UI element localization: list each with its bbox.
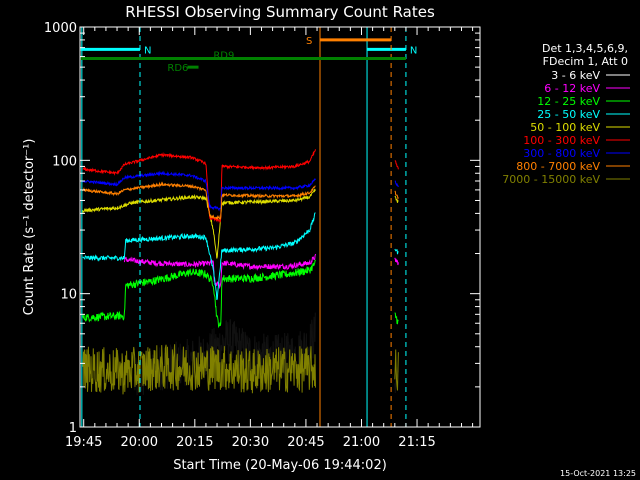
legend-entry-2: 12 - 25 keV (537, 95, 600, 108)
legend-header-1: FDecim 1, Att 0 (543, 55, 628, 68)
legend-entry-4: 50 - 100 keV (530, 121, 600, 134)
x-tick-label: 19:45 (65, 435, 102, 450)
series-line-6 (82, 170, 316, 212)
y-tick-label: 1000 (44, 21, 77, 36)
x-tick-label: 21:15 (398, 435, 435, 450)
legend-entry-8: 7000 - 15000 keV (502, 173, 600, 186)
chart-title: RHESSI Observing Summary Count Rates (125, 3, 435, 21)
footer-date: 15-Oct-2021 13:25 (560, 469, 636, 478)
legend-header-0: Det 1,3,4,5,6,9, (542, 42, 628, 55)
series-line-6-b (394, 180, 399, 188)
x-tick-label: 20:00 (121, 435, 158, 450)
legend-entry-5: 100 - 300 keV (523, 134, 600, 147)
legend-entry-7: 800 - 7000 keV (516, 160, 600, 173)
y-tick-label: 100 (52, 154, 77, 169)
series-line-5 (82, 149, 316, 224)
annotation-label-1: N (410, 45, 417, 56)
y-tick-label: 10 (60, 288, 77, 303)
series-line-3 (82, 212, 316, 301)
series-line-1-b (394, 257, 399, 266)
axes: 19:45 20:00 20:15 20:30 20:45 21:00 21:15 1 10 10… (44, 21, 480, 450)
x-tick-label: 20:30 (232, 435, 269, 450)
series-line-8 (82, 344, 316, 395)
legend-entry-1: 6 - 12 keV (544, 82, 600, 95)
x-tick-label: 20:15 (176, 435, 213, 450)
series-line-4 (82, 188, 316, 259)
x-tick-label: 20:45 (287, 435, 324, 450)
series-line-2 (82, 259, 316, 329)
plot-frame (79, 26, 481, 428)
legend: Det 1,3,4,5,6,9,FDecim 1, Att 03 - 6 keV… (502, 42, 630, 186)
annotation-label-2: S (306, 36, 312, 47)
x-tick-label: 21:00 (343, 435, 380, 450)
series-line-8-b (394, 349, 399, 391)
series-line-7-b (394, 190, 399, 201)
y-tick-label: 1 (69, 421, 77, 436)
series-line-7 (82, 181, 316, 221)
series-line-4-b (394, 195, 399, 203)
annotation-label-3: RD6 (167, 63, 188, 74)
legend-entry-0: 3 - 6 keV (551, 69, 600, 82)
annotation-label-0: N (144, 45, 151, 56)
series-line-1 (123, 253, 317, 290)
x-axis-label: Start Time (20-May-06 19:44:02) (173, 458, 387, 473)
series-line-2-b (394, 312, 399, 325)
legend-entry-3: 25 - 50 keV (537, 108, 600, 121)
series-line-5-b (394, 160, 399, 170)
legend-entry-6: 300 - 800 keV (523, 147, 600, 160)
y-axis-label: Count Rate (s⁻¹ detector⁻¹) (22, 139, 37, 316)
series-line-3-b (394, 248, 399, 255)
plot-area: N N S RD6 RD9 (80, 27, 417, 427)
annotation-label-4: RD9 (213, 51, 234, 62)
